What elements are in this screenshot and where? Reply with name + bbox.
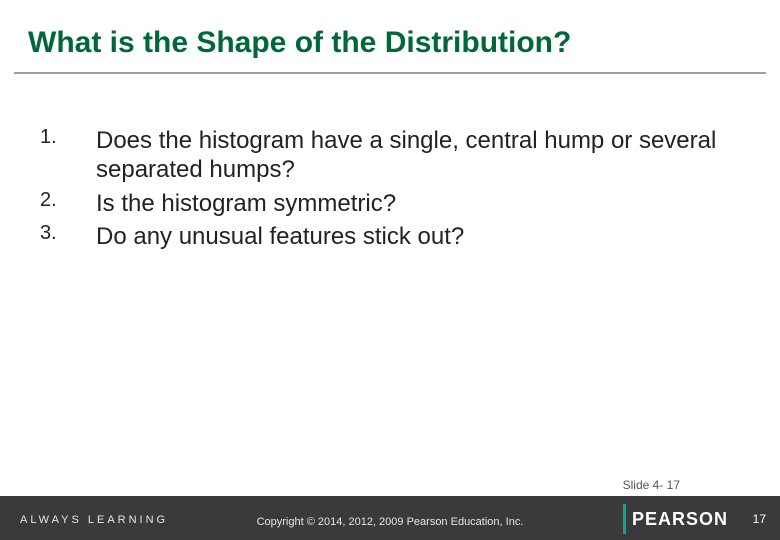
footer-bar: ALWAYS LEARNING Copyright © 2014, 2012, … xyxy=(0,496,780,540)
list-text: Do any unusual features stick out? xyxy=(96,222,740,255)
content-area: 1. Does the histogram have a single, cen… xyxy=(40,126,740,255)
list-item: 1. Does the histogram have a single, cen… xyxy=(40,126,740,189)
title-rule xyxy=(14,72,766,74)
list-number: 3. xyxy=(40,222,96,255)
pearson-brand-text: PEARSON xyxy=(632,509,728,530)
list-number: 1. xyxy=(40,126,96,189)
page-number: 17 xyxy=(753,512,766,526)
list-text: Is the histogram symmetric? xyxy=(96,189,740,222)
numbered-list: 1. Does the histogram have a single, cen… xyxy=(40,126,740,255)
slide: What is the Shape of the Distribution? 1… xyxy=(0,0,780,540)
pearson-bar-icon xyxy=(623,504,626,534)
list-item: 3. Do any unusual features stick out? xyxy=(40,222,740,255)
list-text: Does the histogram have a single, centra… xyxy=(96,126,740,189)
slide-reference: Slide 4- 17 xyxy=(623,478,680,492)
list-item: 2. Is the histogram symmetric? xyxy=(40,189,740,222)
slide-title: What is the Shape of the Distribution? xyxy=(28,26,752,60)
pearson-logo: PEARSON xyxy=(623,504,728,534)
list-number: 2. xyxy=(40,189,96,222)
